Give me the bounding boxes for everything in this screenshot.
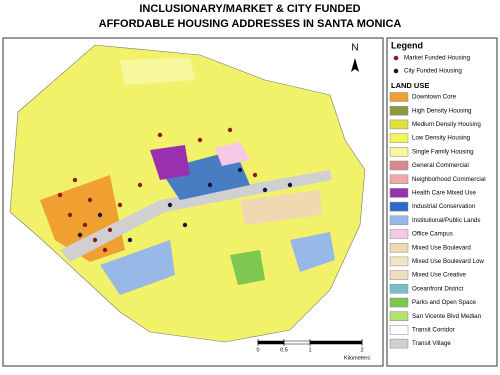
scale-bar: 0 0.5 1 2 Kilometers — [256, 339, 370, 361]
legend-swatch — [389, 270, 409, 280]
single-family — [120, 58, 195, 85]
legend-label: General Commercial — [412, 162, 469, 169]
title: AFFORDABLE HOUSING ADDRESSES IN SANTA MO… — [99, 18, 402, 30]
freeway — [60, 170, 332, 262]
legend-label: Health Care Mixed Use — [412, 190, 477, 197]
city-points — [77, 167, 293, 243]
scale-segment — [257, 340, 285, 345]
legend: Legend LAND USE Market Funded Housing Cit… — [389, 40, 486, 349]
legend-label: Office Campus — [412, 231, 453, 238]
legend-label: Single Family Housing — [412, 148, 474, 155]
scale-label: 1 — [308, 347, 311, 353]
legend-label: Mixed Use Boulevard Low — [412, 258, 484, 265]
legend-label: San Vicente Blvd Median — [412, 313, 482, 320]
legend-label: Low Density Housing — [412, 135, 471, 142]
legend-swatch — [389, 119, 409, 130]
legend-label: Downtown Core — [412, 94, 457, 101]
scale-label: 2 — [360, 347, 363, 353]
scale-segment — [283, 340, 311, 345]
market-points — [57, 127, 258, 253]
institutional — [290, 232, 335, 272]
park — [230, 250, 265, 285]
legend-swatch — [389, 256, 409, 267]
scale-segment — [309, 340, 363, 345]
legend-label: Transit Corridor — [412, 327, 455, 334]
legend-label: Medium Density Housing — [412, 121, 481, 128]
legend-label: Industrial Conservation — [412, 203, 476, 210]
legend-label: Parks and Open Space — [412, 299, 477, 306]
office — [215, 142, 250, 166]
mixed-use — [240, 190, 322, 225]
legend-label: High Density Housing — [412, 107, 472, 114]
legend-label: Neighborhood Commercial — [412, 176, 486, 183]
legend-swatch — [389, 215, 409, 226]
legend-swatch — [389, 242, 409, 253]
legend-swatch — [389, 105, 409, 116]
legend-title: Legend — [391, 40, 423, 50]
legend-swatch — [389, 160, 409, 171]
legend-swatch — [389, 188, 409, 198]
legend-marker — [393, 55, 399, 61]
land-use-title: LAND USE — [391, 81, 429, 90]
health-care — [150, 145, 190, 180]
legend-label: Institutional/Public Lands — [412, 217, 480, 224]
legend-swatch — [389, 325, 409, 335]
north-arrow — [351, 58, 359, 72]
legend-marker — [393, 68, 399, 74]
legend-swatch — [389, 229, 409, 239]
legend-label: Mixed Use Boulevard — [412, 244, 471, 251]
legend-swatch — [389, 201, 409, 212]
legend-label: Oceanfront District — [412, 285, 464, 292]
north-label: N — [351, 43, 358, 54]
legend-swatch — [389, 338, 409, 349]
legend-swatch — [389, 297, 409, 308]
legend-label: Mixed Use Creative — [412, 272, 467, 279]
scale-unit: Kilometers — [344, 355, 370, 361]
scale-label: 0 — [256, 347, 259, 353]
map: N — [2, 37, 384, 367]
legend-swatch — [389, 284, 409, 294]
title: INCLUSIONARY/MARKET & CITY FUNDED — [139, 3, 360, 15]
scale-label: 0.5 — [280, 347, 288, 353]
legend-swatch — [389, 174, 409, 184]
legend-label: Market Funded Housing — [404, 55, 471, 62]
legend-swatch — [389, 92, 409, 102]
institutional — [100, 240, 175, 295]
legend-label: City Funded Housing — [404, 68, 462, 75]
legend-label: Transit Village — [412, 340, 451, 347]
legend-swatch — [389, 311, 409, 321]
legend-swatch — [389, 147, 409, 157]
legend-swatch — [389, 133, 409, 143]
